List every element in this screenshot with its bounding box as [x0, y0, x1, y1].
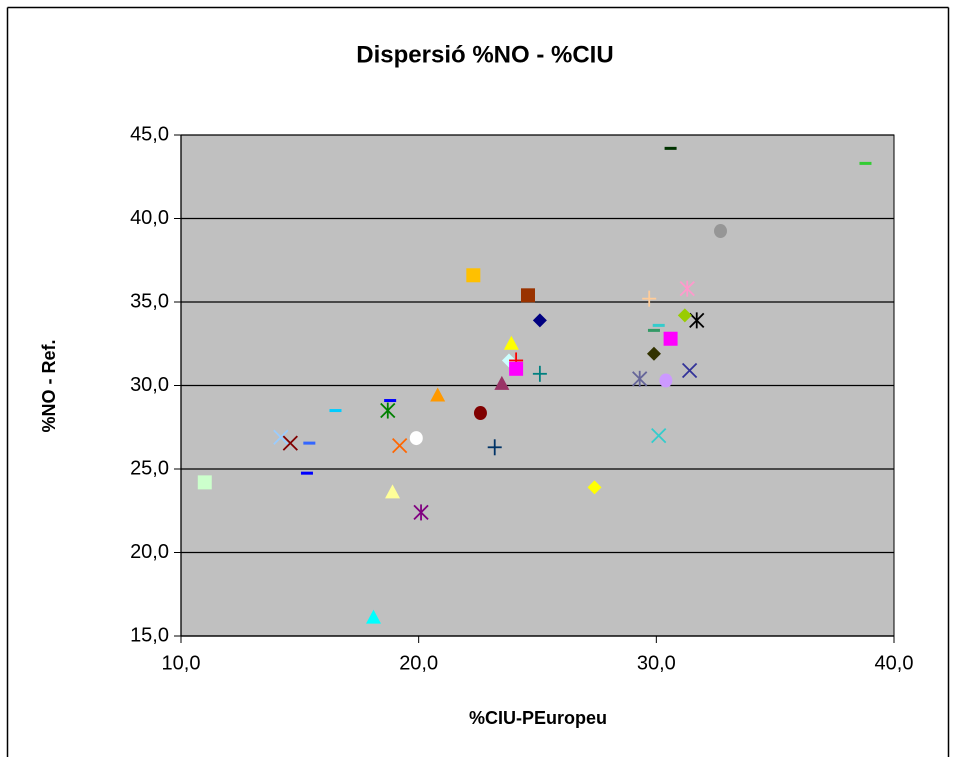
marker-shape [859, 161, 872, 165]
point [646, 346, 661, 361]
point [659, 373, 673, 388]
marker-shape [587, 480, 602, 495]
point [520, 288, 535, 303]
marker-shape [647, 328, 660, 332]
point [384, 399, 397, 403]
marker-shape [664, 146, 677, 150]
marker-shape [384, 399, 397, 403]
point [487, 439, 502, 456]
y-tick-label: 45,0 [130, 123, 169, 145]
point [273, 429, 289, 445]
y-tick-label: 20,0 [130, 541, 169, 563]
point [329, 409, 342, 413]
marker-shape [509, 361, 524, 376]
point [679, 280, 695, 297]
point [677, 308, 692, 323]
y-axis-label: %NO - Ref. [39, 339, 59, 432]
point [509, 361, 524, 376]
marker-shape [503, 335, 519, 350]
point [409, 431, 423, 446]
marker-shape [392, 437, 408, 454]
point [366, 609, 382, 624]
point [532, 365, 547, 382]
point [663, 331, 678, 346]
point [392, 437, 408, 454]
point [651, 427, 667, 444]
point [859, 161, 872, 165]
marker-shape [473, 406, 487, 421]
y-tick-label: 35,0 [130, 290, 169, 312]
point [652, 323, 665, 327]
point [664, 146, 677, 150]
marker-shape [430, 387, 446, 402]
point [473, 406, 487, 421]
marker-shape [677, 308, 692, 323]
marker-shape [197, 475, 212, 490]
point [385, 484, 401, 499]
point [494, 375, 510, 390]
point [503, 335, 519, 350]
y-tick-label: 25,0 [130, 457, 169, 479]
marker-shape [494, 375, 510, 390]
point [197, 475, 212, 490]
point [632, 370, 648, 387]
x-tick-label: 30,0 [637, 652, 676, 674]
marker-shape [714, 224, 728, 239]
marker-shape [329, 409, 342, 413]
marker-shape [282, 435, 298, 451]
point [413, 504, 429, 521]
point [689, 312, 705, 329]
y-tick-label: 30,0 [130, 374, 169, 396]
point [430, 387, 446, 402]
point [380, 402, 396, 419]
marker-shape [466, 268, 481, 283]
marker-shape [385, 484, 401, 499]
y-tick-label: 15,0 [130, 624, 169, 646]
marker-shape [652, 323, 665, 327]
point [714, 224, 728, 239]
point [300, 471, 313, 475]
marker-shape [273, 429, 289, 445]
marker-shape [681, 362, 698, 379]
marker-shape [532, 313, 547, 328]
x-tick-label: 40,0 [875, 652, 914, 674]
marker-shape [659, 373, 673, 388]
x-axis-label: %CIU-PEuropeu [469, 708, 607, 728]
point [647, 328, 660, 332]
point [282, 435, 298, 451]
x-tick-label: 20,0 [399, 652, 438, 674]
marker-shape [646, 346, 661, 361]
marker-shape [366, 609, 382, 624]
point [532, 313, 547, 328]
chart-title: Dispersió %NO - %CIU [356, 41, 613, 68]
marker-shape [663, 331, 678, 346]
marker-shape [409, 431, 423, 446]
point [681, 362, 698, 379]
point [303, 441, 316, 445]
point [466, 268, 481, 283]
marker-shape [520, 288, 535, 303]
point [587, 480, 602, 495]
marker-shape [651, 427, 667, 444]
x-tick-label: 10,0 [162, 652, 201, 674]
point [642, 290, 657, 307]
y-tick-label: 40,0 [130, 207, 169, 229]
marker-shape [300, 471, 313, 475]
marker-shape [303, 441, 316, 445]
